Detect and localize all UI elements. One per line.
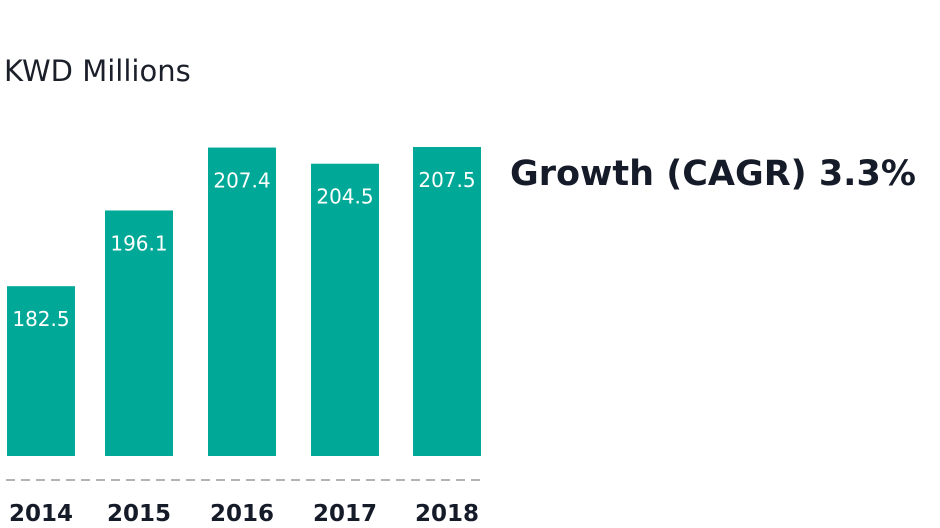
x-tick-2016: 2016 <box>210 501 274 527</box>
bar-2017 <box>311 163 379 456</box>
bar-2015 <box>105 210 173 456</box>
value-label-2015: 196.1 <box>110 231 167 255</box>
value-label-2017: 204.5 <box>316 185 373 209</box>
bar-2016 <box>208 147 276 456</box>
x-tick-2014: 2014 <box>9 501 73 527</box>
value-label-2018: 207.5 <box>418 168 475 192</box>
value-label-2016: 207.4 <box>213 169 270 193</box>
bar-2014 <box>7 286 75 456</box>
x-tick-2017: 2017 <box>313 501 377 527</box>
cagr-annotation: Growth (CAGR) 3.3% <box>510 154 916 194</box>
unit-label: KWD Millions <box>4 54 191 88</box>
bar-2018 <box>413 147 481 456</box>
x-tick-2015: 2015 <box>107 501 171 527</box>
x-tick-2018: 2018 <box>415 501 479 527</box>
value-label-2014: 182.5 <box>12 307 69 331</box>
bar-chart: 182.5 2014 196.1 2015 207.4 2016 204.5 2017 207.… <box>6 147 482 527</box>
